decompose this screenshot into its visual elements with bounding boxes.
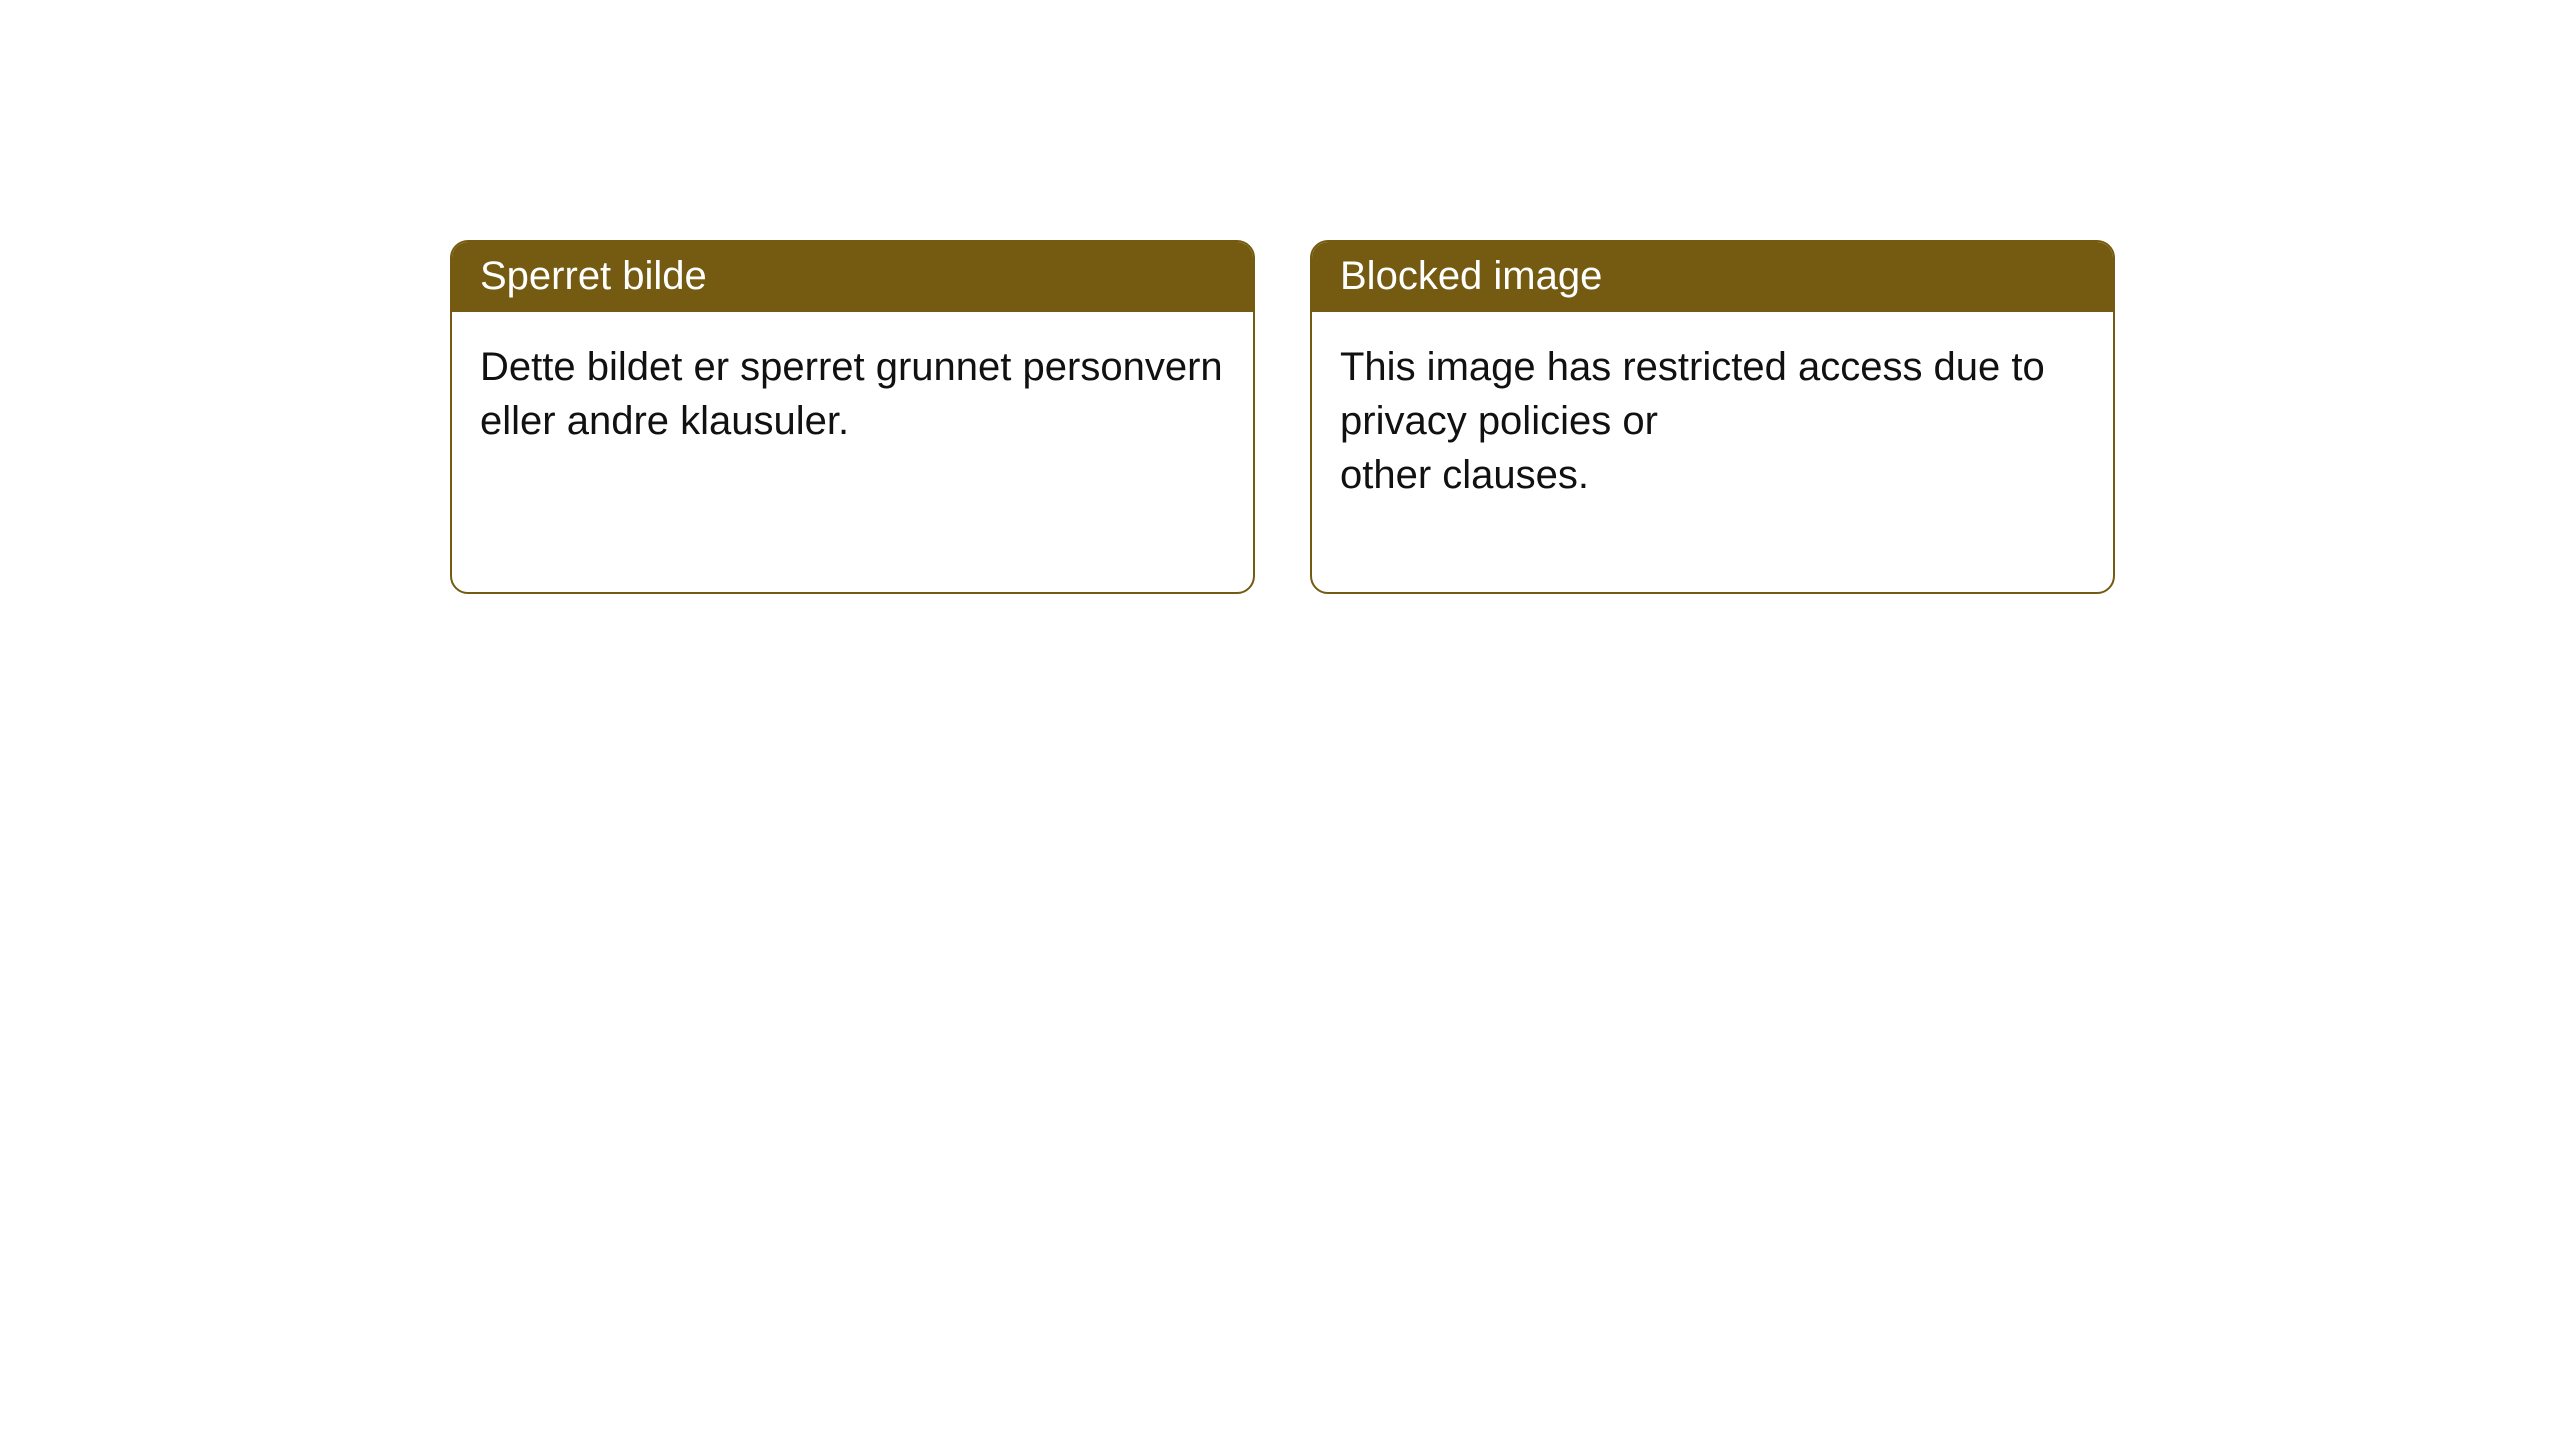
notice-card-english: Blocked image This image has restricted … bbox=[1310, 240, 2115, 594]
notice-card-norwegian: Sperret bilde Dette bildet er sperret gr… bbox=[450, 240, 1255, 594]
notice-card-title: Sperret bilde bbox=[452, 242, 1253, 312]
notice-card-title: Blocked image bbox=[1312, 242, 2113, 312]
notice-card-row: Sperret bilde Dette bildet er sperret gr… bbox=[450, 240, 2115, 594]
notice-card-body: Dette bildet er sperret grunnet personve… bbox=[452, 312, 1253, 538]
notice-card-body: This image has restricted access due to … bbox=[1312, 312, 2113, 592]
